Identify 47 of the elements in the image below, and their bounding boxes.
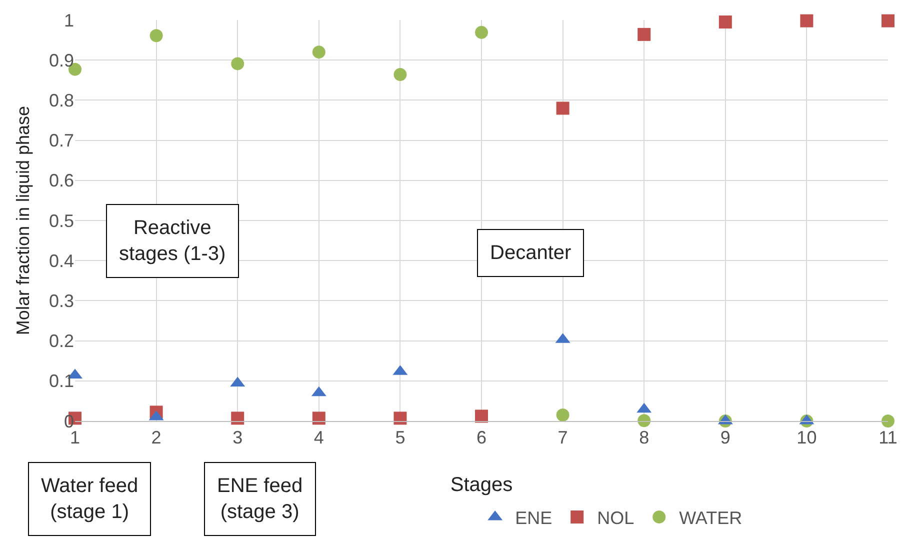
x-tick-label: 6	[476, 428, 487, 448]
annotation: Decanter	[490, 242, 572, 264]
point	[556, 102, 570, 115]
y-tick-label: 1	[64, 10, 74, 30]
point	[231, 412, 244, 425]
annotation: Reactive stages (1-3)	[119, 217, 226, 265]
point	[882, 414, 894, 428]
x-tick-label: 4	[314, 428, 324, 448]
point	[638, 28, 651, 41]
x-tick-label: 11	[878, 428, 898, 448]
y-tick-label: 0.6	[48, 170, 74, 191]
y-tick-label: 0.9	[48, 50, 74, 70]
x-tick-label: 5	[395, 428, 406, 448]
point	[475, 26, 488, 39]
point	[394, 68, 407, 82]
point	[231, 57, 244, 70]
point	[394, 412, 407, 425]
y-tick-label: 0.8	[48, 90, 74, 110]
y-tick-label: 0.1	[48, 371, 74, 392]
point	[312, 412, 326, 425]
x-tick-label: 2	[151, 428, 162, 448]
point	[638, 414, 651, 428]
y-tick-label: 0.7	[48, 130, 74, 151]
y-tick-label: 0.2	[48, 331, 74, 352]
point	[150, 29, 163, 42]
y-tick-label: 0	[64, 411, 74, 432]
text: ENE feed (stage 3)	[217, 475, 303, 523]
point	[312, 46, 326, 59]
y-tick-label: 0.4	[48, 250, 74, 271]
point	[556, 408, 570, 422]
point	[800, 14, 814, 28]
x-tick-label: 10	[796, 428, 817, 448]
y-axis-title: Molar fraction in liquid phase	[13, 106, 33, 336]
y-tick-label: 0.5	[48, 210, 74, 231]
x-tick-label: 8	[639, 428, 650, 448]
x-axis-title: Stages	[450, 474, 513, 496]
y-tick-label: 0.3	[48, 291, 74, 311]
legend-label: ENE	[515, 508, 552, 528]
legend-label: NOL	[597, 508, 634, 528]
x-tick-label: 9	[720, 428, 730, 448]
x-tick-label: 7	[558, 428, 568, 448]
legend-label: WATER	[679, 508, 742, 528]
point	[882, 14, 894, 28]
point	[718, 16, 732, 28]
x-tick-label: 3	[232, 428, 243, 448]
text: Water feed (stage 1)	[41, 475, 138, 523]
point	[475, 410, 488, 423]
